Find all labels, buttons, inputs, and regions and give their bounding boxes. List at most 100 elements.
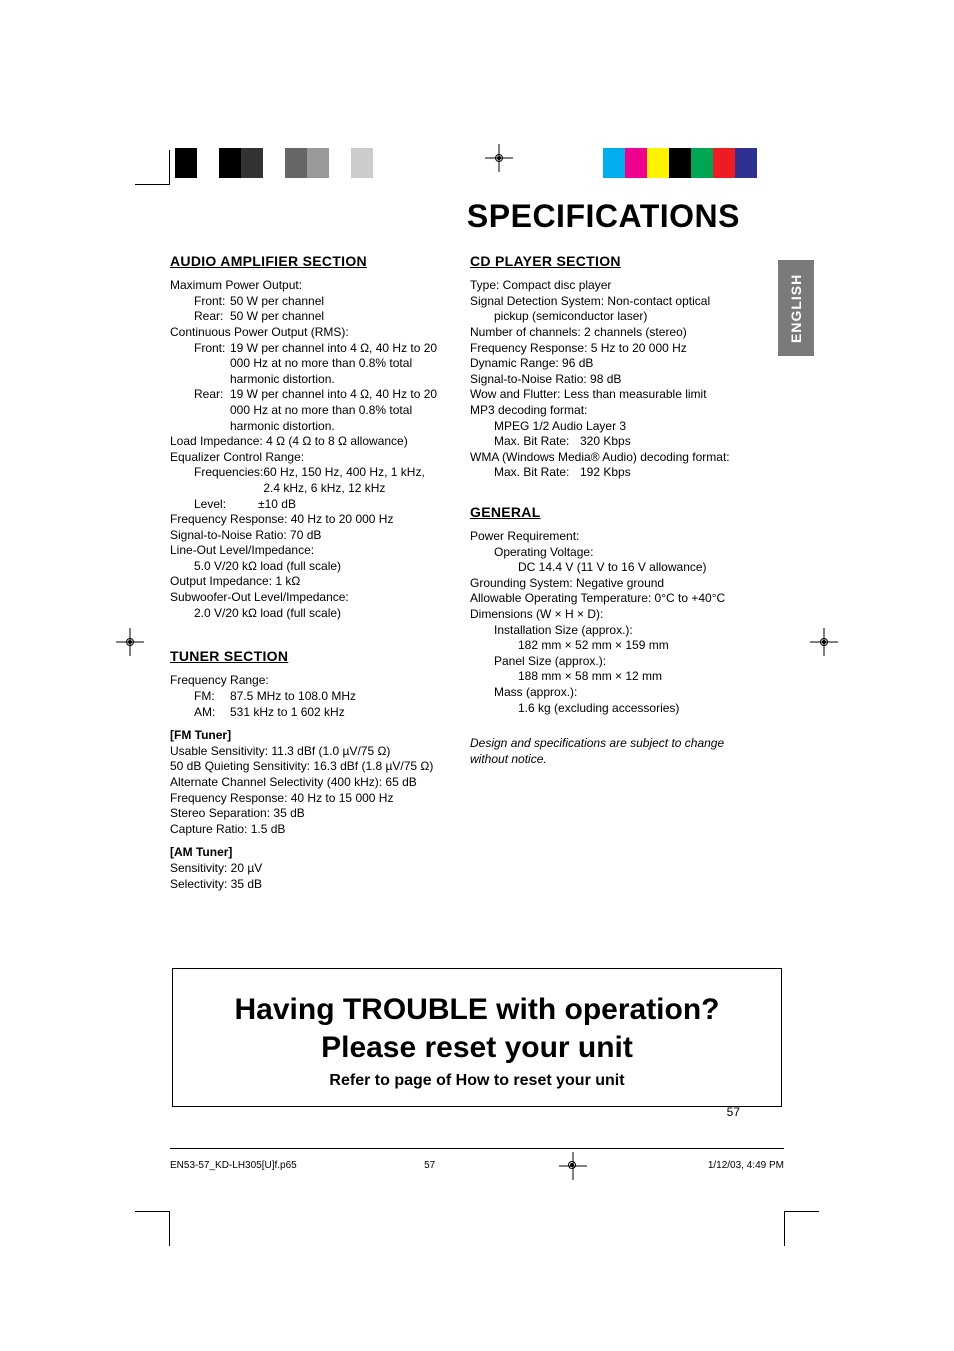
- colorbar-right: [603, 148, 779, 178]
- spec-key: Max. Bit Rate:: [470, 434, 580, 450]
- spec-value: 192 Kbps: [580, 465, 631, 481]
- language-tab: ENGLISH: [778, 260, 814, 356]
- spec-key: Max. Bit Rate:: [470, 465, 580, 481]
- spec-row: Front:50 W per channel: [170, 294, 440, 310]
- spec-line: Capture Ratio: 1.5 dB: [170, 822, 440, 838]
- spec-text: pickup (semiconductor laser): [470, 309, 647, 325]
- spec-line: Signal-to-Noise Ratio: 98 dB: [470, 372, 740, 388]
- spec-line: Mass (approx.):: [470, 685, 740, 701]
- spec-line: Frequency Response: 5 Hz to 20 000 Hz: [470, 341, 740, 357]
- spec-value: 50 W per channel: [230, 294, 440, 310]
- spec-line: Continuous Power Output (RMS):: [170, 325, 440, 341]
- tuner-block: Frequency Range: FM:87.5 MHz to 108.0 MH…: [170, 673, 440, 892]
- spec-text: Signal Detection System: Non-contact opt…: [470, 294, 710, 308]
- spec-line: 50 dB Quieting Sensitivity: 16.3 dBf (1.…: [170, 759, 440, 775]
- spec-line: Installation Size (approx.):: [470, 623, 740, 639]
- spec-value: ±10 dB: [258, 497, 440, 513]
- crop-mark-bottom-right: [784, 1211, 854, 1281]
- spec-line: Signal-to-Noise Ratio: 70 dB: [170, 528, 440, 544]
- spec-row: Rear:50 W per channel: [170, 309, 440, 325]
- spec-key: AM:: [170, 705, 230, 721]
- spec-line: Grounding System: Negative ground: [470, 576, 740, 592]
- spec-row: Frequencies:60 Hz, 150 Hz, 400 Hz, 1 kHz…: [170, 465, 440, 496]
- section-heading: TUNER SECTION: [170, 647, 440, 665]
- trouble-box: Having TROUBLE with operation? Please re…: [172, 968, 782, 1107]
- trouble-subtitle: Refer to page of How to reset your unit: [185, 1072, 769, 1090]
- section-heading: AUDIO AMPLIFIER SECTION: [170, 252, 440, 270]
- section-heading: GENERAL: [470, 503, 740, 521]
- spec-row: Level:±10 dB: [170, 497, 440, 513]
- spec-value: 5.0 V/20 kΩ load (full scale): [170, 559, 440, 575]
- spec-line: Load Impedance: 4 Ω (4 Ω to 8 Ω allowanc…: [170, 434, 440, 450]
- spec-line: Dimensions (W × H × D):: [470, 607, 740, 623]
- spec-line: Frequency Response: 40 Hz to 20 000 Hz: [170, 512, 440, 528]
- amp-block: Maximum Power Output: Front:50 W per cha…: [170, 278, 440, 621]
- spec-line: MP3 decoding format:: [470, 403, 740, 419]
- spec-line: Equalizer Control Range:: [170, 450, 440, 466]
- content-area: AUDIO AMPLIFIER SECTION Maximum Power Ou…: [170, 252, 740, 910]
- general-block: Power Requirement: Operating Voltage: DC…: [470, 529, 740, 716]
- spec-line: Subwoofer-Out Level/Impedance:: [170, 590, 440, 606]
- trouble-title-line: Having TROUBLE with operation?: [185, 991, 769, 1029]
- registration-mark-icon: [563, 1156, 581, 1174]
- registration-mark-icon: [120, 632, 140, 652]
- crop-mark-bottom-left: [100, 1211, 170, 1281]
- spec-value: 19 W per channel into 4 Ω, 40 Hz to 20 0…: [230, 341, 440, 388]
- spec-line: Maximum Power Output:: [170, 278, 440, 294]
- spec-row: FM:87.5 MHz to 108.0 MHz: [170, 689, 440, 705]
- spec-value: 60 Hz, 150 Hz, 400 Hz, 1 kHz, 2.4 kHz, 6…: [263, 465, 440, 496]
- spec-value: 50 W per channel: [230, 309, 440, 325]
- spec-row: Rear:19 W per channel into 4 Ω, 40 Hz to…: [170, 387, 440, 434]
- spec-line: Panel Size (approx.):: [470, 654, 740, 670]
- registration-mark-icon: [489, 148, 509, 168]
- spec-value: 531 kHz to 1 602 kHz: [230, 705, 440, 721]
- cd-block: Type: Compact disc player Signal Detecti…: [470, 278, 740, 481]
- tuner-subhead: [AM Tuner]: [170, 845, 440, 861]
- spec-value: 320 Kbps: [580, 434, 631, 450]
- section-heading: CD PLAYER SECTION: [470, 252, 740, 270]
- spec-line: Number of channels: 2 channels (stereo): [470, 325, 740, 341]
- spec-value: 2.0 V/20 kΩ load (full scale): [170, 606, 440, 622]
- spec-key: Rear:: [170, 309, 230, 325]
- spec-value: 19 W per channel into 4 Ω, 40 Hz to 20 0…: [230, 387, 440, 434]
- spec-line: Wow and Flutter: Less than measurable li…: [470, 387, 740, 403]
- footer-row: EN53-57_KD-LH305[U]f.p65 57 1/12/03, 4:4…: [170, 1156, 784, 1174]
- spec-value: 188 mm × 58 mm × 12 mm: [470, 669, 740, 685]
- spec-line: Dynamic Range: 96 dB: [470, 356, 740, 372]
- page-number: 57: [727, 1105, 740, 1119]
- registration-mark-icon: [814, 632, 834, 652]
- page-title: SPECIFICATIONS: [467, 198, 740, 235]
- spec-value: MPEG 1/2 Audio Layer 3: [470, 419, 740, 435]
- spec-line: Sensitivity: 20 µV: [170, 861, 440, 877]
- right-column: CD PLAYER SECTION Type: Compact disc pla…: [470, 252, 740, 910]
- spec-line: Output Impedance: 1 kΩ: [170, 574, 440, 590]
- spec-key: Rear:: [170, 387, 230, 434]
- spec-key: FM:: [170, 689, 230, 705]
- trouble-title-line: Please reset your unit: [185, 1029, 769, 1067]
- spec-key: Frequencies:: [170, 465, 263, 496]
- spec-row: Max. Bit Rate:192 Kbps: [470, 465, 740, 481]
- tuner-subhead: [FM Tuner]: [170, 728, 440, 744]
- spec-line: Signal Detection System: Non-contact opt…: [470, 294, 740, 325]
- spec-line: Line-Out Level/Impedance:: [170, 543, 440, 559]
- footer-filename: EN53-57_KD-LH305[U]f.p65: [170, 1160, 297, 1171]
- spec-line: Stereo Separation: 35 dB: [170, 806, 440, 822]
- left-column: AUDIO AMPLIFIER SECTION Maximum Power Ou…: [170, 252, 440, 910]
- spec-line: Operating Voltage:: [470, 545, 740, 561]
- spec-line: Selectivity: 35 dB: [170, 877, 440, 893]
- spec-line: Power Requirement:: [470, 529, 740, 545]
- spec-key: Front:: [170, 341, 230, 388]
- spec-key: Front:: [170, 294, 230, 310]
- spec-line: Type: Compact disc player: [470, 278, 740, 294]
- spec-line: Frequency Response: 40 Hz to 15 000 Hz: [170, 791, 440, 807]
- colorbar-left: [175, 148, 395, 178]
- spec-value: DC 14.4 V (11 V to 16 V allowance): [470, 560, 740, 576]
- spec-line: Usable Sensitivity: 11.3 dBf (1.0 µV/75 …: [170, 744, 440, 760]
- spec-value: 87.5 MHz to 108.0 MHz: [230, 689, 440, 705]
- spec-value: 1.6 kg (excluding accessories): [470, 701, 740, 717]
- footer-divider: [170, 1148, 784, 1149]
- spec-line: Allowable Operating Temperature: 0°C to …: [470, 591, 740, 607]
- footer-date: 1/12/03, 4:49 PM: [708, 1160, 784, 1171]
- spec-line: Frequency Range:: [170, 673, 440, 689]
- spec-row: Front:19 W per channel into 4 Ω, 40 Hz t…: [170, 341, 440, 388]
